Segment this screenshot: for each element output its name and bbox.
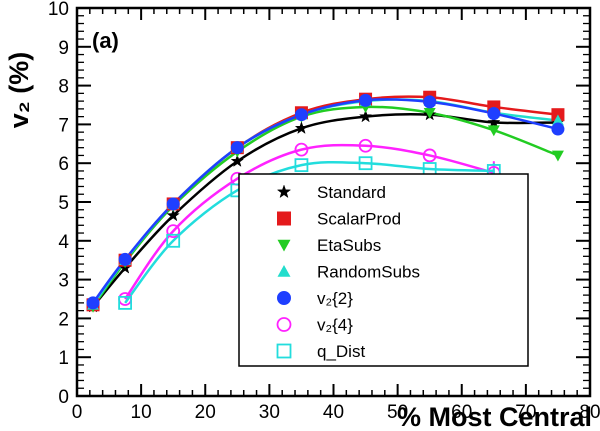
- legend-marker: [277, 265, 291, 277]
- y-tick-label: 5: [58, 193, 69, 214]
- data-point: [551, 150, 564, 162]
- y-tick-label: 4: [58, 232, 69, 253]
- legend-label: ScalarProd: [317, 210, 401, 229]
- x-tick-label: 0: [72, 402, 83, 423]
- data-point: [166, 208, 180, 222]
- legend-label: Standard: [317, 183, 386, 202]
- x-tick-label: 80: [579, 402, 600, 423]
- legend-marker: [276, 317, 292, 332]
- data-point: [551, 122, 565, 136]
- legend-marker: [277, 239, 291, 252]
- panel-label: (a): [92, 28, 119, 53]
- x-axis-label: % Most Central: [397, 402, 592, 431]
- data-point: [423, 95, 437, 109]
- data-point: [487, 107, 501, 121]
- data-point: [423, 107, 436, 119]
- legend-label: q_Dist: [317, 342, 365, 361]
- y-tick-label: 2: [58, 309, 69, 330]
- y-tick-label: 10: [48, 0, 69, 20]
- data-point: [294, 142, 309, 157]
- x-tick-label: 50: [387, 402, 408, 423]
- legend-marker: [277, 211, 291, 226]
- x-tick-label: 70: [515, 402, 536, 423]
- labels: (a) % Most Central v₂ (%): [4, 28, 592, 431]
- data-point: [294, 108, 308, 122]
- data-point: [230, 141, 244, 155]
- legend-label: v₂{4}: [317, 316, 353, 335]
- y-tick-label: 0: [58, 387, 69, 408]
- x-tick-label: 10: [131, 402, 152, 423]
- data-point: [551, 114, 564, 126]
- data-point: [294, 121, 309, 134]
- data-point: [358, 138, 373, 153]
- data-point: [166, 197, 180, 211]
- y-tick-label: 9: [58, 38, 69, 59]
- data-point: [359, 93, 373, 107]
- y-tick-label: 6: [58, 154, 69, 175]
- axes: 0 10 20 30 40 50 60 70 80 0 1 2 3 4 5 6 7 8 9 10: [48, 0, 600, 423]
- fit-curve: [124, 161, 494, 304]
- data-point: [118, 252, 132, 266]
- data-point: [422, 148, 437, 163]
- legend-box: [238, 173, 529, 367]
- data-point: [86, 296, 100, 310]
- data-point: [230, 154, 245, 167]
- y-tick-label: 3: [58, 271, 69, 292]
- legend-label: RandomSubs: [317, 263, 420, 282]
- legend-marker: [277, 291, 291, 305]
- data-point: [166, 233, 181, 248]
- data-point: [118, 295, 132, 310]
- y-axis-label: v₂ (%): [4, 52, 34, 129]
- legend: Standard ScalarProd EtaSubs RandomSubs v₂{2}…: [238, 173, 529, 367]
- legend-label: v₂{2}: [317, 289, 353, 308]
- x-tick-label: 20: [195, 402, 216, 423]
- data-point: [294, 158, 309, 173]
- data-point: [487, 115, 501, 129]
- data-point: [487, 125, 500, 137]
- y-tick-label: 7: [58, 115, 69, 136]
- data-point: [166, 224, 181, 239]
- x-tick-label: 40: [323, 402, 344, 423]
- x-tick-label: 60: [451, 402, 472, 423]
- data-point: [358, 109, 373, 123]
- data-point: [358, 156, 373, 171]
- fit-curve: [124, 143, 495, 300]
- y-tick-label: 8: [58, 77, 69, 98]
- legend-marker: [276, 343, 292, 359]
- x-tick-label: 30: [259, 402, 280, 423]
- legend-marker: [276, 184, 292, 199]
- legend-label: EtaSubs: [317, 236, 381, 255]
- data-markers: [86, 90, 565, 313]
- y-tick-label: 1: [58, 348, 69, 369]
